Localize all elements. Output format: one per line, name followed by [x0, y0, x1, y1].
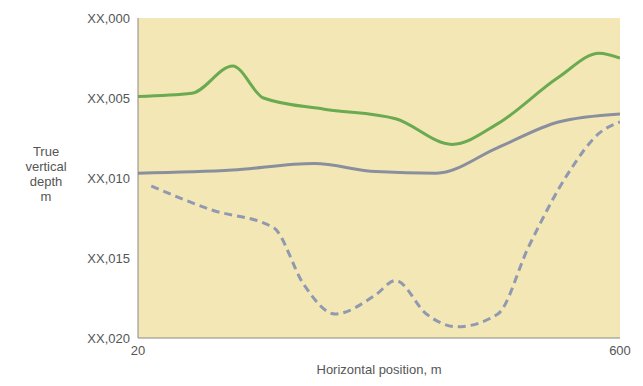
svg-text:XX,000: XX,000: [87, 11, 130, 26]
svg-text:XX,005: XX,005: [87, 91, 130, 106]
svg-text:XX,015: XX,015: [87, 251, 130, 266]
svg-text:Horizontal position, m: Horizontal position, m: [317, 362, 442, 377]
svg-text:XX,020: XX,020: [87, 331, 130, 346]
svg-text:XX,010: XX,010: [87, 171, 130, 186]
svg-text:600: 600: [609, 343, 631, 358]
svg-text:20: 20: [131, 343, 145, 358]
svg-text:Trueverticaldepthm: Trueverticaldepthm: [25, 144, 66, 204]
